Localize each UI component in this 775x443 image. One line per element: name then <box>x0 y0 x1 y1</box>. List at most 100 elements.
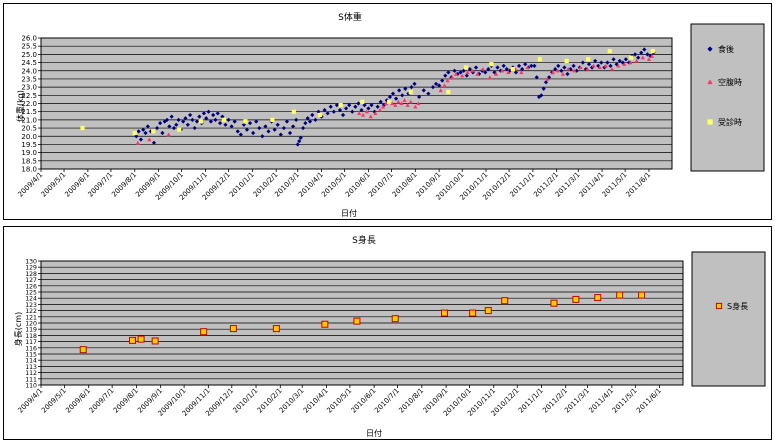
data-point <box>366 106 371 111</box>
data-point <box>238 132 243 137</box>
legend-label: 食後 <box>718 44 734 54</box>
data-point <box>616 63 621 68</box>
data-point <box>278 132 283 137</box>
data-point <box>467 67 472 72</box>
data-point <box>406 91 411 96</box>
data-point <box>475 71 480 76</box>
data-point <box>487 75 492 79</box>
data-point <box>390 91 396 96</box>
data-point <box>578 65 583 70</box>
data-point <box>325 111 330 116</box>
data-point <box>597 65 602 70</box>
data-point <box>609 67 615 71</box>
x-tick-label: 2009/8/1 <box>112 387 140 415</box>
data-point <box>360 112 366 117</box>
y-tick-label: 115 <box>25 352 37 359</box>
y-tick-label: 126 <box>25 283 37 290</box>
data-point <box>409 85 414 90</box>
data-point <box>556 63 561 68</box>
legend-marker <box>715 302 723 310</box>
data-point <box>430 85 436 90</box>
y-axis-label: 身長(cm) <box>13 312 23 346</box>
data-point <box>397 88 402 93</box>
data-point <box>534 75 539 80</box>
data-point <box>480 67 486 71</box>
data-point <box>200 328 208 336</box>
data-point <box>347 103 352 108</box>
data-point <box>396 99 401 104</box>
data-point <box>254 119 259 124</box>
data-point <box>181 119 186 124</box>
data-point <box>571 63 576 68</box>
data-point <box>413 104 418 109</box>
x-tick-label: 2010/7/1 <box>367 171 395 199</box>
data-points <box>79 291 646 354</box>
y-tick-label: 22.5 <box>21 92 37 100</box>
data-point <box>260 134 265 139</box>
data-point <box>160 130 165 136</box>
x-tick-label: 2009/7/1 <box>86 171 114 199</box>
data-point <box>513 70 519 75</box>
data-point <box>550 299 558 307</box>
data-point <box>452 68 457 73</box>
data-point <box>484 307 492 315</box>
data-point <box>132 130 137 136</box>
data-point <box>128 336 136 344</box>
data-point <box>357 111 362 116</box>
data-point <box>226 117 231 122</box>
y-tick-label: 18.0 <box>21 166 37 174</box>
data-point <box>201 111 207 116</box>
y-tick-label: 124 <box>25 296 37 303</box>
data-point <box>400 93 405 98</box>
y-axis-label: 体重(kg) <box>15 90 25 122</box>
data-point <box>553 67 558 72</box>
y-tick-label: 128 <box>25 271 37 278</box>
data-point <box>353 317 361 325</box>
y-tick-label: 125 <box>25 290 37 297</box>
y-tick-label: 123 <box>25 302 37 309</box>
data-point <box>519 70 524 75</box>
data-point <box>649 53 655 58</box>
data-point <box>300 125 306 131</box>
legend: S身長 <box>715 301 748 311</box>
data-point <box>399 101 404 106</box>
data-point <box>555 68 560 73</box>
legend-label: S身長 <box>727 301 748 311</box>
data-point <box>640 55 645 60</box>
data-point <box>375 104 380 109</box>
legend-label: 受診時 <box>718 117 742 127</box>
data-point <box>360 99 365 104</box>
data-point <box>147 137 152 142</box>
data-point <box>158 121 163 126</box>
data-point <box>443 73 448 78</box>
data-point <box>596 63 601 68</box>
data-point <box>204 116 209 121</box>
data-point <box>623 57 628 62</box>
data-point <box>446 89 451 95</box>
data-point <box>211 112 216 118</box>
data-point <box>294 117 299 122</box>
data-point <box>433 81 439 86</box>
y-tick-label: 112 <box>25 370 37 377</box>
data-point <box>298 135 303 140</box>
data-point <box>185 122 190 127</box>
data-point <box>171 125 177 131</box>
data-point <box>338 103 343 108</box>
y-tick-label: 23.0 <box>21 84 37 92</box>
data-point <box>136 129 141 134</box>
data-point <box>537 57 542 62</box>
data-point <box>316 109 321 114</box>
data-point <box>208 119 213 124</box>
data-point <box>151 337 159 345</box>
data-point <box>599 60 604 65</box>
data-point <box>492 70 497 75</box>
data-point <box>476 71 482 77</box>
data-point <box>445 78 450 83</box>
data-point <box>391 315 399 323</box>
x-tick-label: 2011/6/1 <box>624 171 652 199</box>
data-point <box>607 49 612 54</box>
x-tick-label: 2010/5/1 <box>325 387 353 415</box>
data-point <box>174 122 179 127</box>
data-point <box>523 62 528 67</box>
data-point <box>586 57 591 62</box>
